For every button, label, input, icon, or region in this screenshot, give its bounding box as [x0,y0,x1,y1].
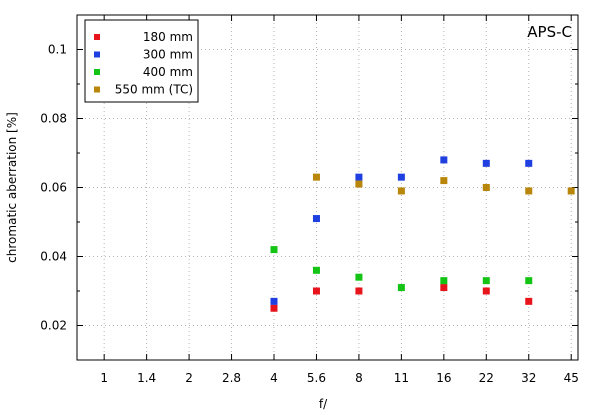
legend-swatch [94,86,100,93]
data-point [270,297,278,305]
data-point [312,287,320,295]
x-tick-label: 1 [100,371,108,385]
data-point [525,187,533,195]
x-tick-label: 1.4 [137,371,156,385]
data-point [525,277,533,285]
y-tick-label: 0.02 [40,319,67,333]
x-tick-label: 32 [521,371,536,385]
data-point [440,156,448,164]
data-point [525,297,533,305]
data-point [397,284,405,292]
data-point [312,266,320,274]
data-point [482,184,490,191]
legend-label: 400 mm [143,65,193,79]
sensor-annotation: APS-C [527,23,572,41]
legend-swatch [94,51,100,58]
x-tick-label: 22 [479,371,494,385]
legend: 180 mm 300 mm 400 mm 550 mm (TC) [84,19,199,103]
legend-label: 300 mm [143,48,193,62]
x-tick-label: 2.8 [222,371,241,385]
data-point [525,159,533,167]
data-point [270,304,278,312]
data-point [482,287,490,295]
data-point [355,180,363,188]
data-point [312,173,320,181]
data-point [270,246,278,254]
x-axis-label: f/ [319,397,328,411]
data-point [355,173,363,181]
data-point [440,177,448,185]
y-tick-label: 0.06 [40,181,67,195]
axis-ticks: 1 1.4 2 2.8 4 5.6 8 11 16 22 32 45 0.02 0.04 0.06 0.08 0… [40,14,579,385]
legend-box [84,19,199,103]
x-tick-label: 11 [394,371,409,385]
y-tick-label: 0.1 [48,43,67,57]
data-point [482,277,490,285]
y-tick-label: 0.04 [40,250,67,264]
data-point [397,187,405,195]
data-point [312,215,320,223]
data-point [397,173,405,181]
data-point [482,159,490,167]
x-tick-label: 5.6 [307,371,326,385]
x-tick-label: 8 [355,371,363,385]
x-tick-label: 16 [436,371,451,385]
data-point [355,273,363,281]
legend-swatch [94,34,100,40]
data-point [355,287,363,295]
data-points [270,156,575,312]
x-tick-label: 2 [185,371,193,385]
legend-swatch [94,69,100,75]
data-point [567,187,575,195]
legend-label: 550 mm (TC) [115,83,193,97]
x-tick-label: 45 [564,371,579,385]
x-tick-label: 4 [270,371,278,385]
data-point [440,284,448,292]
y-tick-label: 0.08 [40,112,67,126]
y-axis-label: chromatic aberration [%] [5,112,19,263]
legend-label: 180 mm [143,30,193,44]
data-point [440,277,448,285]
